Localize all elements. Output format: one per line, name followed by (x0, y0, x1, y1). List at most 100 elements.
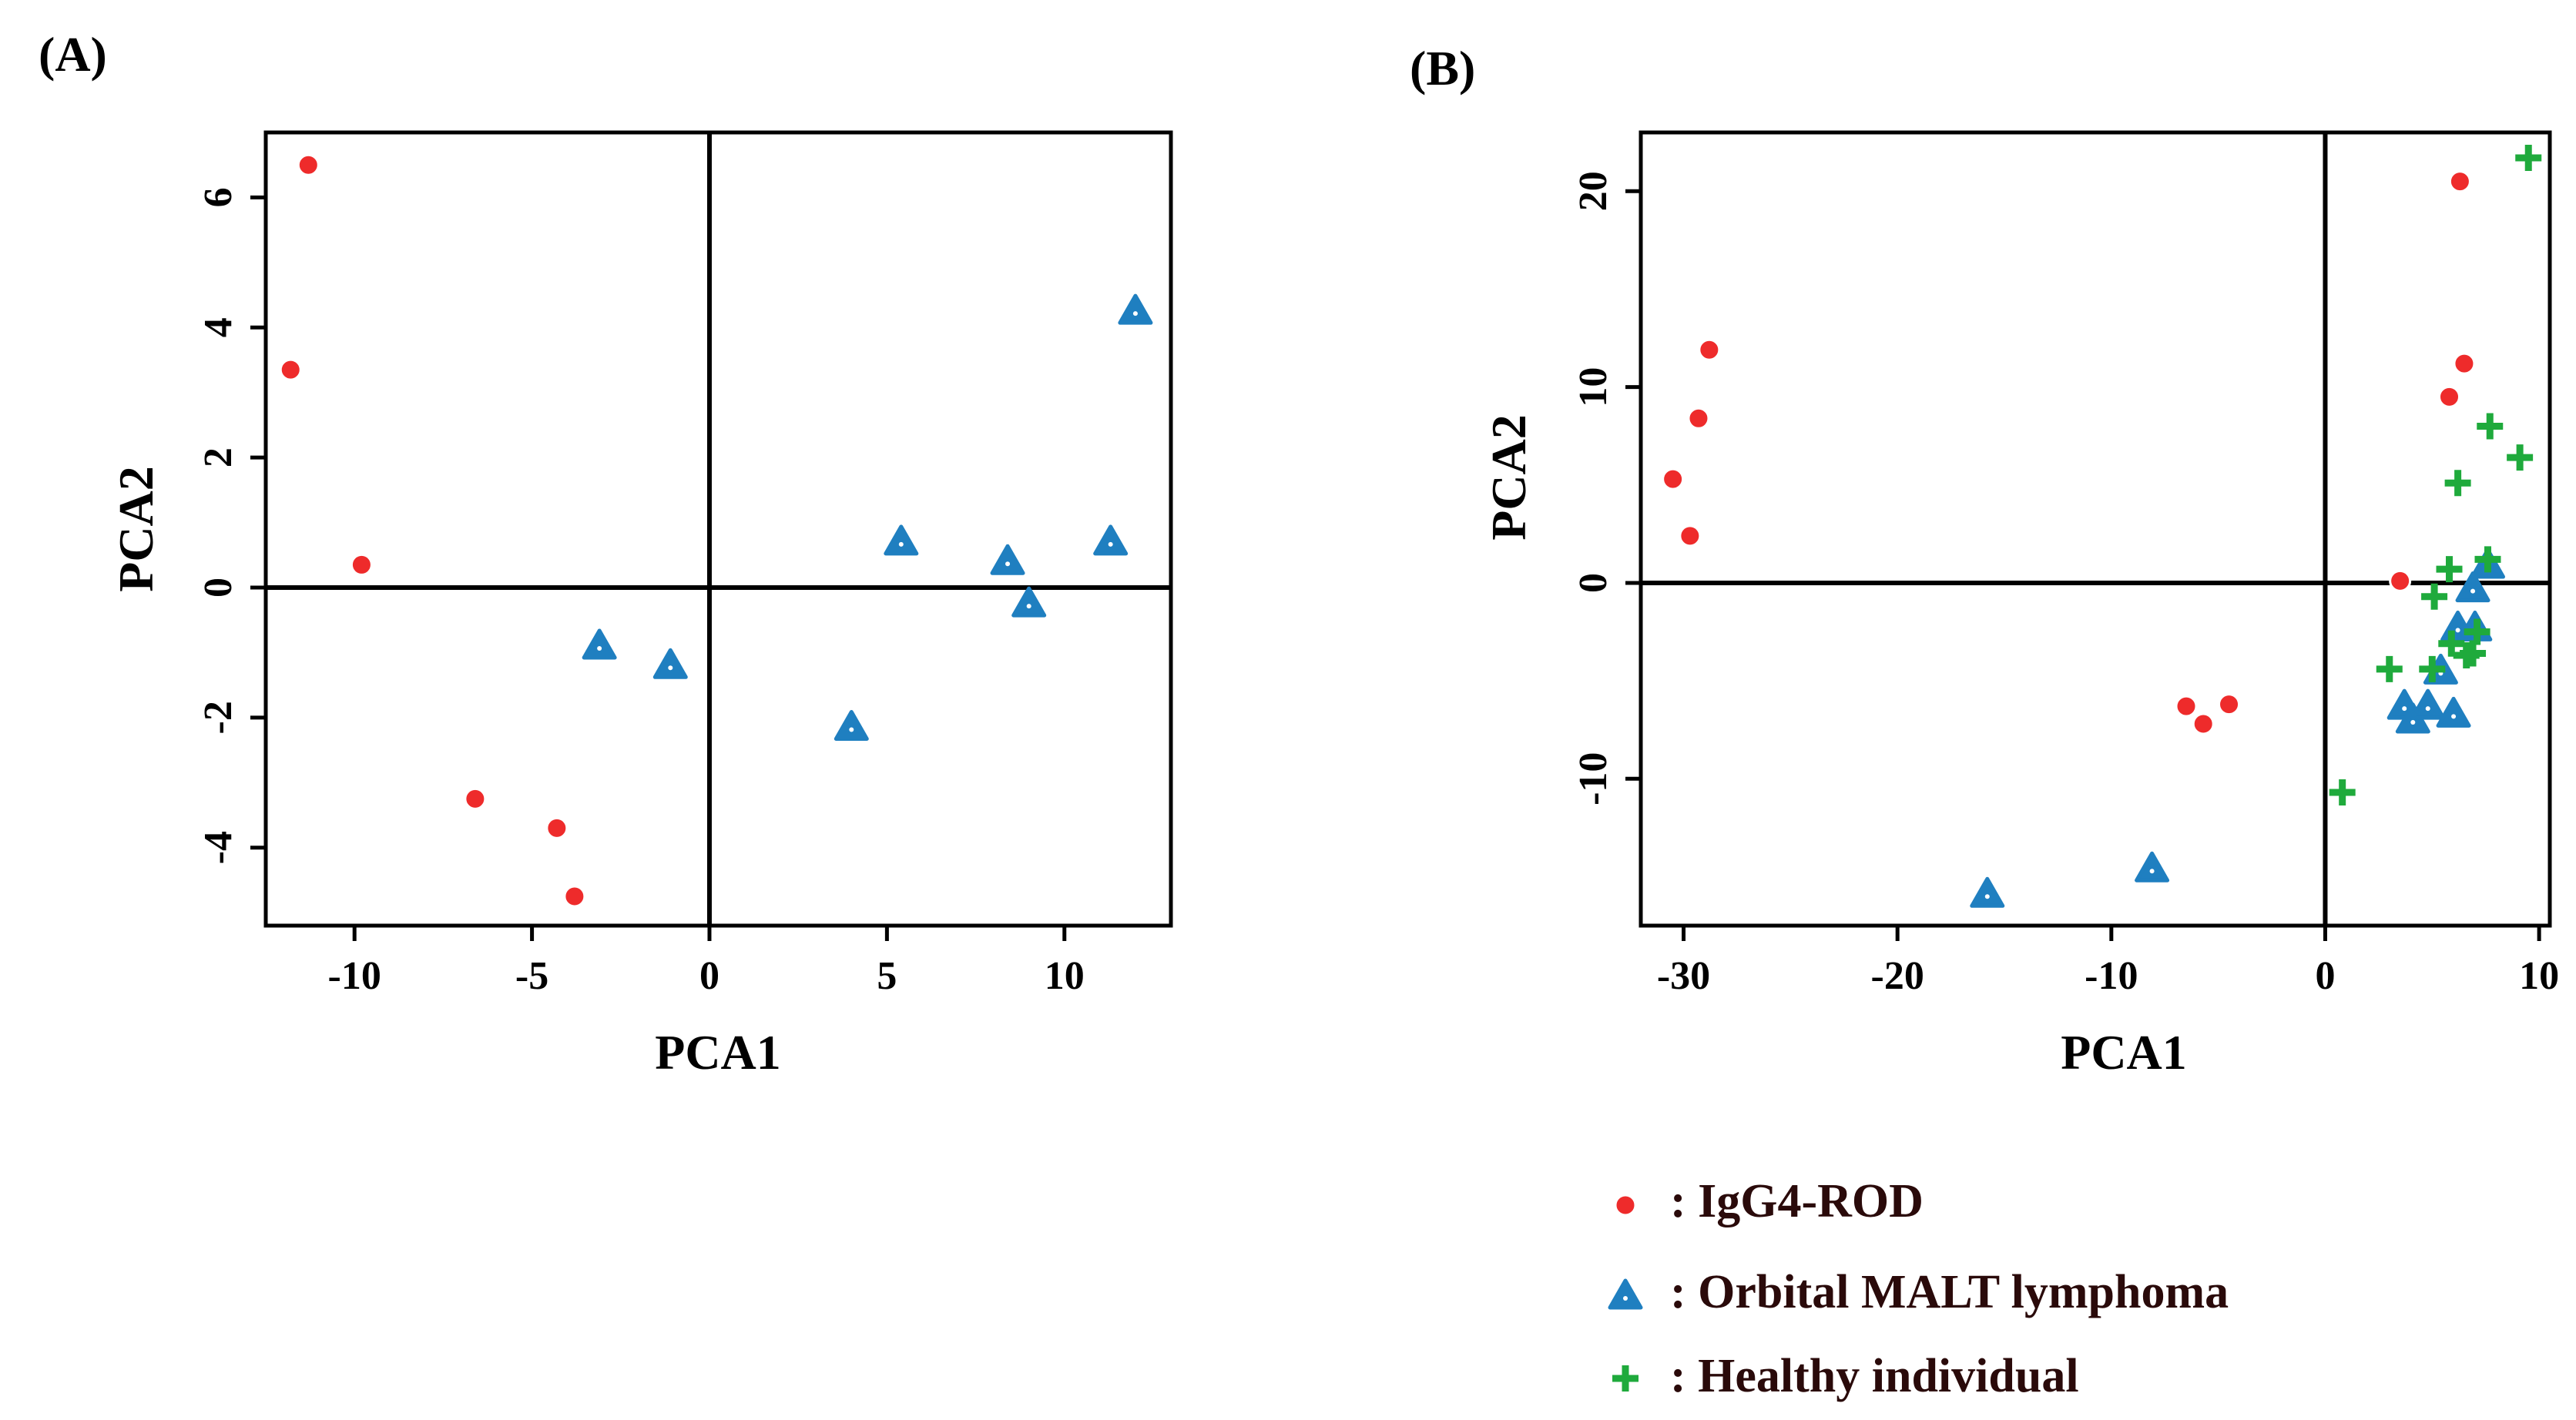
panel-a-malt-point (1093, 524, 1129, 556)
panel-b-healthy-point (2464, 618, 2490, 645)
panel-b-malt-point (2410, 688, 2446, 720)
legend-igg4-marker (1614, 1194, 1637, 1217)
panel-b-malt-point-highlight (2455, 628, 2460, 633)
legend-label-malt: : Orbital MALT lymphoma (1670, 1266, 2229, 1318)
panel-a-chart: (A) -10 -5 0 5 10 -4 -2 0 2 4 6 PCA1 PCA2 (39, 27, 1173, 1080)
panel-a-malt-point (1118, 293, 1153, 325)
panel-a-malt-point (834, 710, 869, 741)
legend-item-healthy: : Healthy individual (1612, 1350, 2079, 1402)
panel-a-y-tick-label: -2 (196, 701, 240, 734)
panel-b-healthy-point (2507, 444, 2534, 471)
panel-a-y-tick-label: 4 (196, 317, 240, 337)
panel-b-igg4-point (1679, 524, 1702, 548)
panel-a-malt-point-highlight (1005, 561, 1011, 567)
panel-a-malt-point-highlight (1132, 311, 1138, 316)
panel-a-series-igg4 (279, 153, 586, 908)
panel-b-x-tick-label: 0 (2315, 954, 2335, 998)
panel-b-igg4-point (2218, 693, 2241, 716)
panel-a-malt-point-highlight (1108, 541, 1113, 547)
panel-b-malt-point (1970, 876, 2005, 908)
legend-malt-marker-highlight (1623, 1296, 1628, 1301)
panel-a-igg4-point (563, 885, 586, 908)
panel-b-malt-point (2436, 696, 2471, 728)
panel-a-series-malt (582, 293, 1153, 741)
panel-a-x-axis-title: PCA1 (655, 1025, 781, 1080)
panel-b-igg4-point (1662, 467, 1685, 491)
panel-a-malt-point (990, 544, 1025, 575)
panel-b-igg4-point (1687, 407, 1710, 430)
panel-b-healthy-point (2421, 583, 2448, 610)
panel-b-healthy-point (2419, 655, 2446, 682)
panel-a-malt-point (652, 648, 688, 679)
panel-b-igg4-point (2192, 712, 2215, 735)
panel-b-y-axis-title: PCA2 (1481, 414, 1536, 541)
panel-b-x-tick-label: 10 (2519, 954, 2559, 998)
panel-b-healthy-point (2477, 413, 2504, 440)
panel-a-igg4-point (350, 553, 373, 576)
panel-a-igg4-point (545, 816, 569, 839)
panel-b-igg4-point (2438, 385, 2461, 408)
panel-b-y-tick-label: 0 (1571, 573, 1615, 593)
panel-a-plot-frame (263, 130, 1173, 928)
panel-b-malt-point-highlight (2410, 719, 2416, 725)
panel-a-y-tick-label: 6 (196, 187, 240, 207)
panel-b-healthy-point (2329, 779, 2356, 806)
panel-b-malt-point-highlight (1984, 894, 1990, 899)
panel-b-healthy-point (2444, 470, 2471, 497)
panel-b-series-malt (1970, 548, 2505, 908)
legend-item-igg4: : IgG4-ROD (1614, 1175, 1924, 1227)
legend-marker-triangle (1608, 1278, 1643, 1310)
panel-b-igg4-point (2448, 170, 2471, 193)
panel-a-y-axis: -4 -2 0 2 4 6 (196, 187, 266, 864)
panel-a-malt-point (582, 628, 617, 660)
panel-a-malt-point-highlight (1026, 604, 1031, 609)
panel-b-healthy-point (2460, 640, 2487, 667)
legend-label-igg4: : IgG4-ROD (1670, 1175, 1924, 1227)
panel-b-label: (B) (1410, 41, 1475, 95)
panel-a-label: (A) (39, 27, 107, 82)
panel-b-malt-point-highlight (2425, 706, 2430, 712)
panel-b-malt-point (2135, 851, 2170, 882)
panel-a-malt-point-highlight (597, 645, 602, 651)
panel-a-igg4-point (279, 358, 302, 381)
panel-b-healthy-point (2438, 630, 2465, 657)
legend-label-healthy: : Healthy individual (1670, 1350, 2079, 1402)
panel-a-x-tick-label: 10 (1045, 954, 1085, 998)
legend-marker-circle (1614, 1194, 1637, 1217)
panel-b-malt-point-highlight (2149, 869, 2155, 874)
legend: : IgG4-ROD : Orbital MALT lymphoma : Hea… (1608, 1175, 2229, 1402)
legend-marker-plus (1612, 1365, 1639, 1392)
panel-b-x-axis: -30 -20 -10 0 10 (1657, 926, 2559, 998)
panel-b-healthy-point (2474, 546, 2501, 573)
panel-b-x-tick-label: -30 (1657, 954, 1710, 998)
panel-b-plot-frame (1639, 130, 2552, 928)
panel-b-malt-point-highlight (2451, 714, 2457, 719)
panel-b-healthy-point (2376, 655, 2403, 682)
panel-a-y-axis-title: PCA2 (109, 466, 163, 592)
panel-a-x-tick-label: -5 (515, 954, 548, 998)
panel-b-x-tick-label: -20 (1871, 954, 1924, 998)
panel-b-series-healthy (2329, 145, 2542, 806)
panel-a-y-tick-label: 0 (196, 578, 240, 598)
panel-b-igg4-point (1698, 338, 1721, 361)
panel-a-points (279, 153, 1153, 908)
panel-a-igg4-point (297, 153, 320, 176)
panel-a-malt-point (884, 524, 919, 556)
panel-b-igg4-point (2389, 569, 2412, 592)
panel-b-chart: (B) -30 -20 -10 0 10 -10 0 10 20 PCA1 PCA2 (1410, 41, 2559, 1080)
panel-a-y-tick-label: 2 (196, 447, 240, 467)
panel-b-igg4-point (2453, 352, 2476, 375)
panel-a-malt-point-highlight (668, 665, 673, 671)
panel-a-malt-point-highlight (898, 541, 904, 547)
panel-b-malt-point (2455, 571, 2490, 603)
panel-b-igg4-point (2175, 695, 2198, 718)
panel-b-y-tick-label: 20 (1571, 171, 1615, 211)
legend-healthy-marker (1612, 1365, 1639, 1392)
panel-b-malt-point-highlight (2470, 588, 2476, 594)
panel-b-series-igg4 (1662, 170, 2476, 735)
legend-item-malt: : Orbital MALT lymphoma (1608, 1266, 2229, 1318)
panel-b-malt-point-highlight (2402, 706, 2407, 712)
panel-a-igg4-point (464, 787, 487, 810)
panel-b-y-tick-label: -10 (1571, 752, 1615, 805)
panel-a-x-tick-label: 5 (877, 954, 897, 998)
